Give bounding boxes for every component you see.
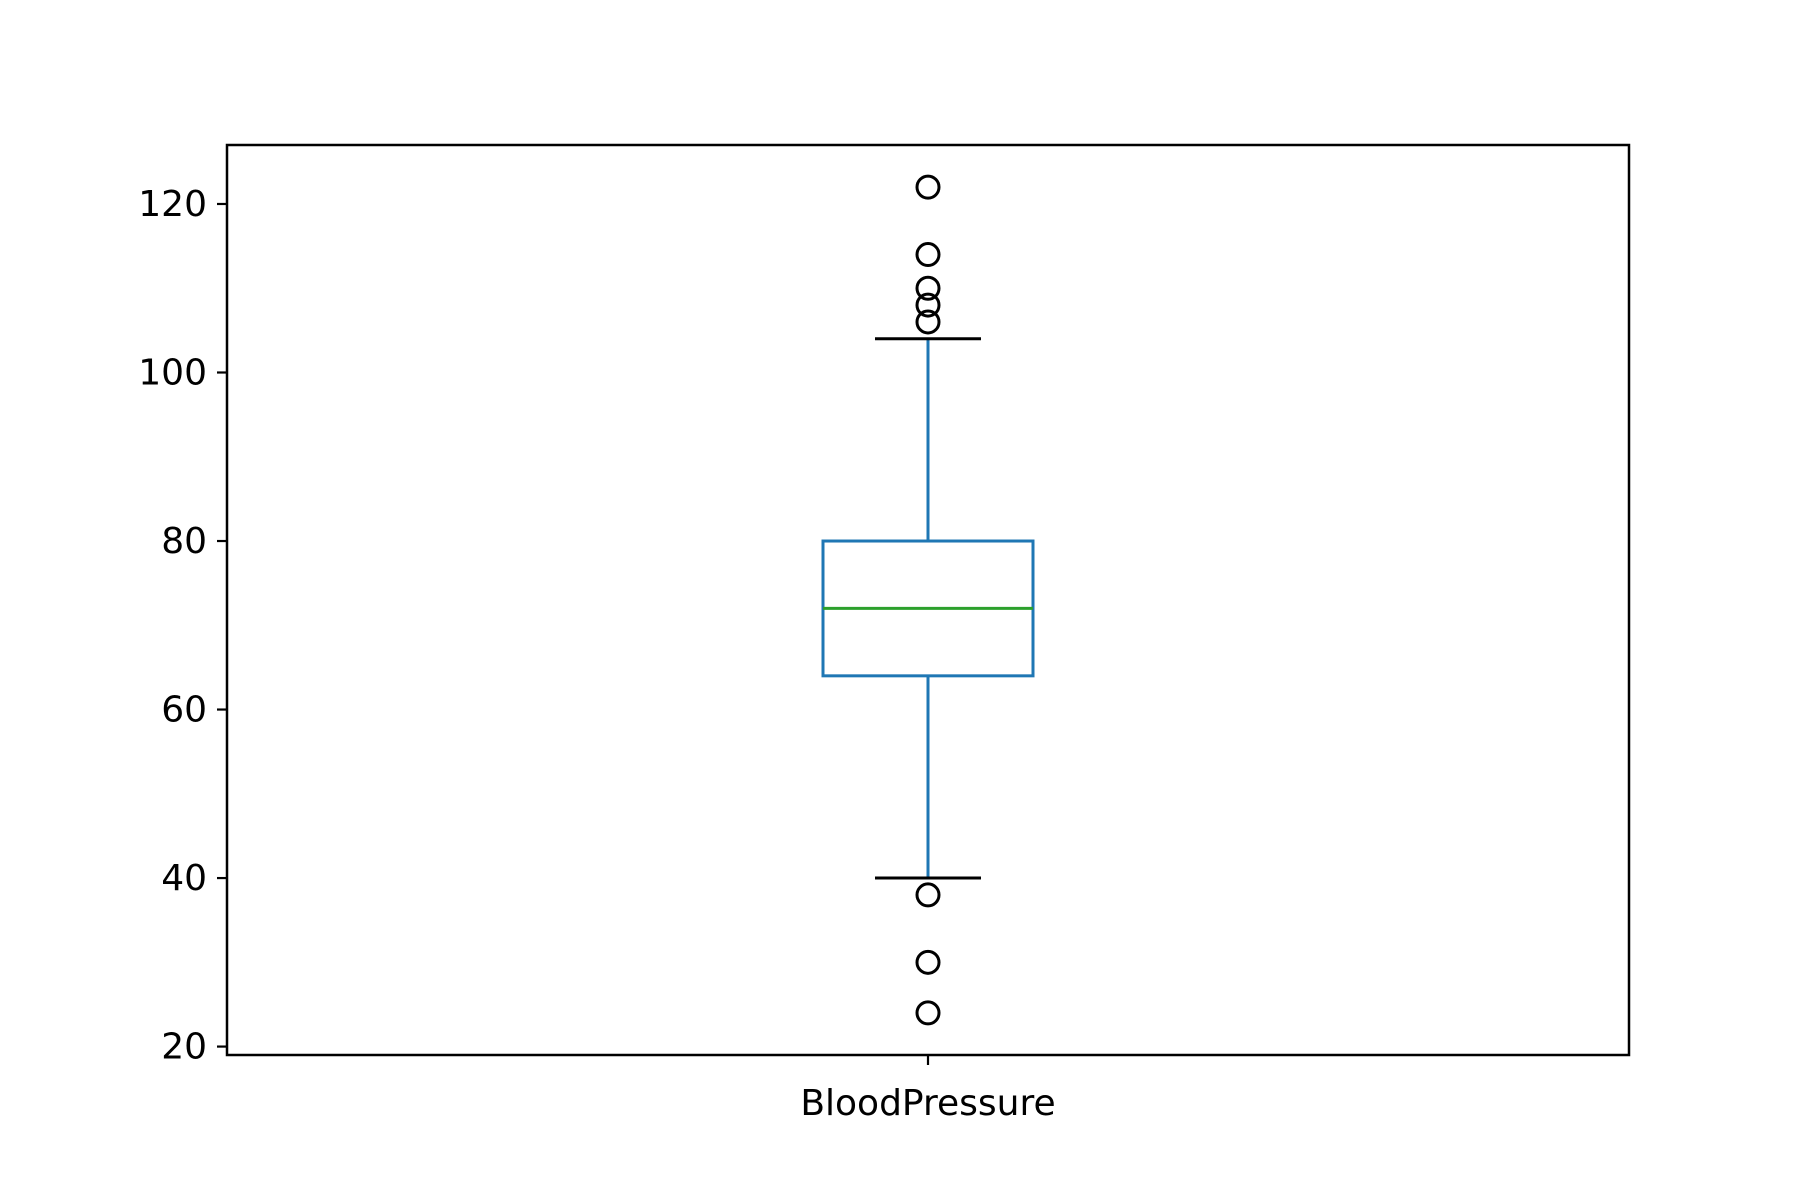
y-tick-label: 60	[161, 690, 207, 731]
outlier-point	[915, 174, 941, 200]
outlier-point	[915, 309, 941, 335]
outlier-point	[915, 882, 941, 908]
outlier-point	[915, 275, 941, 301]
outlier-point	[915, 949, 941, 975]
y-tick-label: 40	[161, 858, 207, 899]
y-tick-label: 100	[138, 353, 207, 394]
y-tick-label: 20	[161, 1027, 207, 1068]
outlier-point	[915, 1000, 941, 1026]
axes-frame	[225, 143, 1631, 1057]
y-tick-label: 80	[161, 521, 207, 562]
x-tick-label: BloodPressure	[800, 1083, 1055, 1124]
y-tick-label: 120	[138, 184, 207, 225]
outlier-point	[915, 242, 941, 268]
outlier-point	[915, 292, 941, 318]
